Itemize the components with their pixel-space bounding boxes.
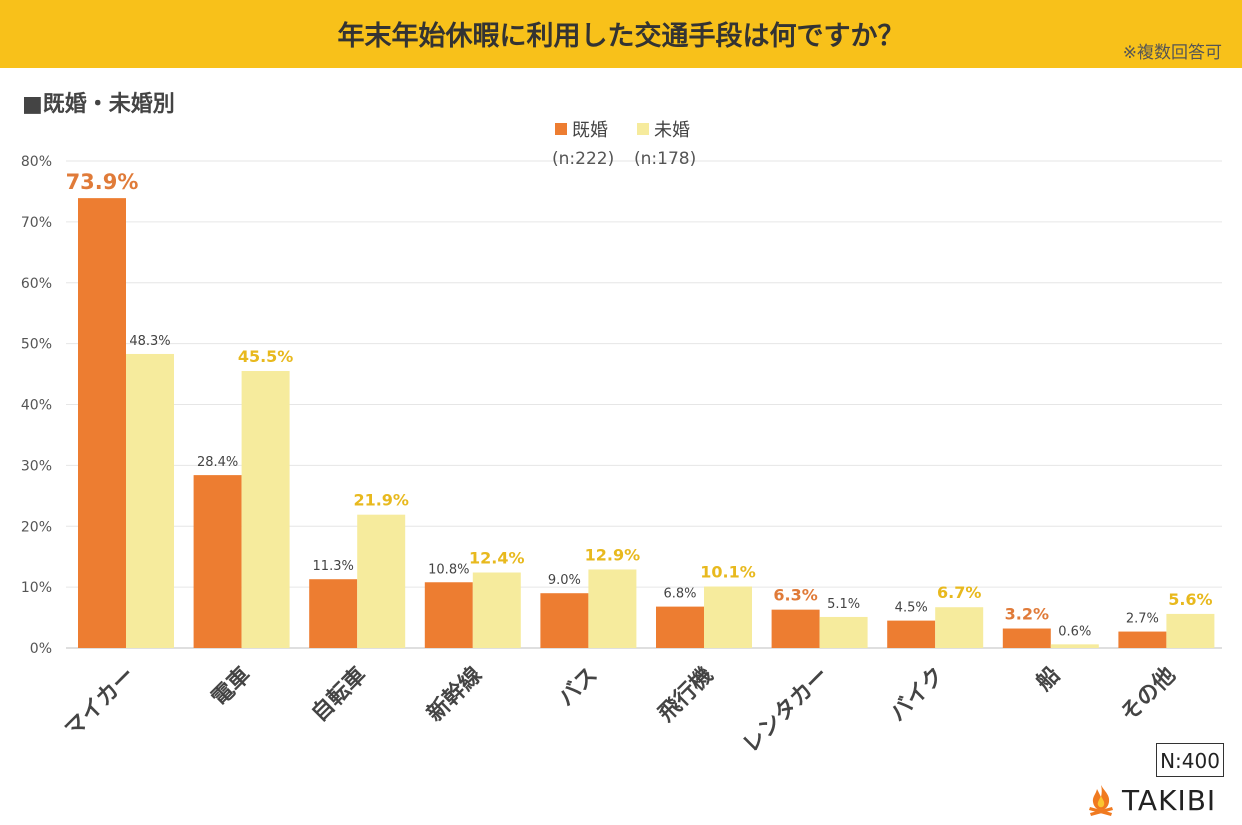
data-label: 12.4%	[469, 549, 525, 568]
legend-sample-size: (n:178)	[634, 149, 696, 169]
x-tick-label: その他	[1116, 663, 1180, 727]
data-label: 9.0%	[548, 573, 581, 588]
x-tick-label: バイク	[885, 663, 949, 727]
y-tick-label: 50%	[21, 337, 52, 353]
bar	[1002, 628, 1051, 648]
legend-label: 既婚	[572, 120, 608, 141]
y-tick-label: 20%	[21, 519, 52, 535]
legend-swatch	[555, 123, 567, 135]
y-tick-label: 80%	[21, 154, 52, 170]
legend-sample-size: (n:222)	[552, 149, 614, 169]
bar	[241, 371, 290, 648]
title-bar	[0, 0, 1242, 68]
bar	[424, 582, 473, 648]
x-tick-label: マイカー	[60, 663, 140, 743]
bar	[1050, 644, 1099, 648]
campfire-icon	[1089, 785, 1113, 816]
x-tick-label: 新幹線	[422, 662, 487, 727]
y-tick-label: 60%	[21, 276, 52, 292]
x-tick-label: 船	[1031, 662, 1065, 696]
bar	[588, 569, 637, 648]
bar	[771, 609, 820, 648]
y-tick-label: 10%	[21, 580, 52, 596]
brand-logo: TAKIBI	[1086, 782, 1216, 818]
data-label: 5.6%	[1168, 590, 1212, 609]
x-tick-label: 自転車	[306, 662, 371, 727]
sample-size-badge: N:400	[1156, 743, 1224, 777]
legend-label: 未婚	[654, 120, 690, 141]
bar	[78, 198, 126, 649]
x-tick-label: 電車	[207, 663, 256, 712]
data-label: 6.7%	[937, 583, 981, 602]
brand-name: TAKIBI	[1122, 783, 1217, 817]
x-tick-label: レンタカー	[738, 663, 833, 758]
data-label: 11.3%	[313, 559, 354, 574]
y-tick-label: 40%	[21, 398, 52, 414]
data-label: 6.3%	[773, 586, 817, 605]
data-label: 4.5%	[895, 601, 928, 616]
bar	[887, 620, 936, 648]
y-tick-label: 0%	[30, 641, 52, 657]
bar	[1118, 631, 1167, 648]
bar	[540, 593, 589, 648]
multiple-answer-note: ※複数回答可	[1122, 43, 1222, 63]
bar	[656, 606, 704, 648]
data-label: 48.3%	[129, 334, 170, 349]
legend-swatch	[637, 123, 649, 135]
data-label: 10.1%	[700, 563, 756, 582]
bar	[309, 579, 358, 648]
data-label: 5.1%	[827, 597, 860, 612]
bar	[126, 353, 174, 648]
bar	[1166, 613, 1215, 648]
bar	[819, 616, 868, 648]
bar	[935, 607, 984, 648]
chart-subtitle: ■既婚・未婚別	[22, 92, 175, 117]
y-tick-label: 30%	[21, 458, 52, 474]
data-label: 10.8%	[428, 562, 469, 577]
bar	[193, 475, 242, 648]
x-tick-label: バス	[554, 663, 603, 712]
bar	[472, 572, 521, 648]
bar	[704, 586, 752, 648]
data-label: 12.9%	[585, 545, 641, 564]
data-label: 28.4%	[197, 455, 238, 470]
data-label: 45.5%	[238, 347, 294, 366]
data-label: 3.2%	[1005, 605, 1049, 624]
x-tick-label: 飛行機	[653, 662, 718, 727]
y-tick-label: 70%	[21, 215, 52, 231]
chart-title: 年末年始休暇に利用した交通手段は何ですか？	[337, 21, 905, 52]
data-label: 6.8%	[663, 587, 696, 602]
data-label: 0.6%	[1058, 624, 1091, 639]
bar	[357, 514, 406, 648]
data-label: 73.9%	[66, 170, 139, 194]
data-label: 2.7%	[1126, 612, 1159, 627]
data-label: 21.9%	[353, 491, 409, 510]
